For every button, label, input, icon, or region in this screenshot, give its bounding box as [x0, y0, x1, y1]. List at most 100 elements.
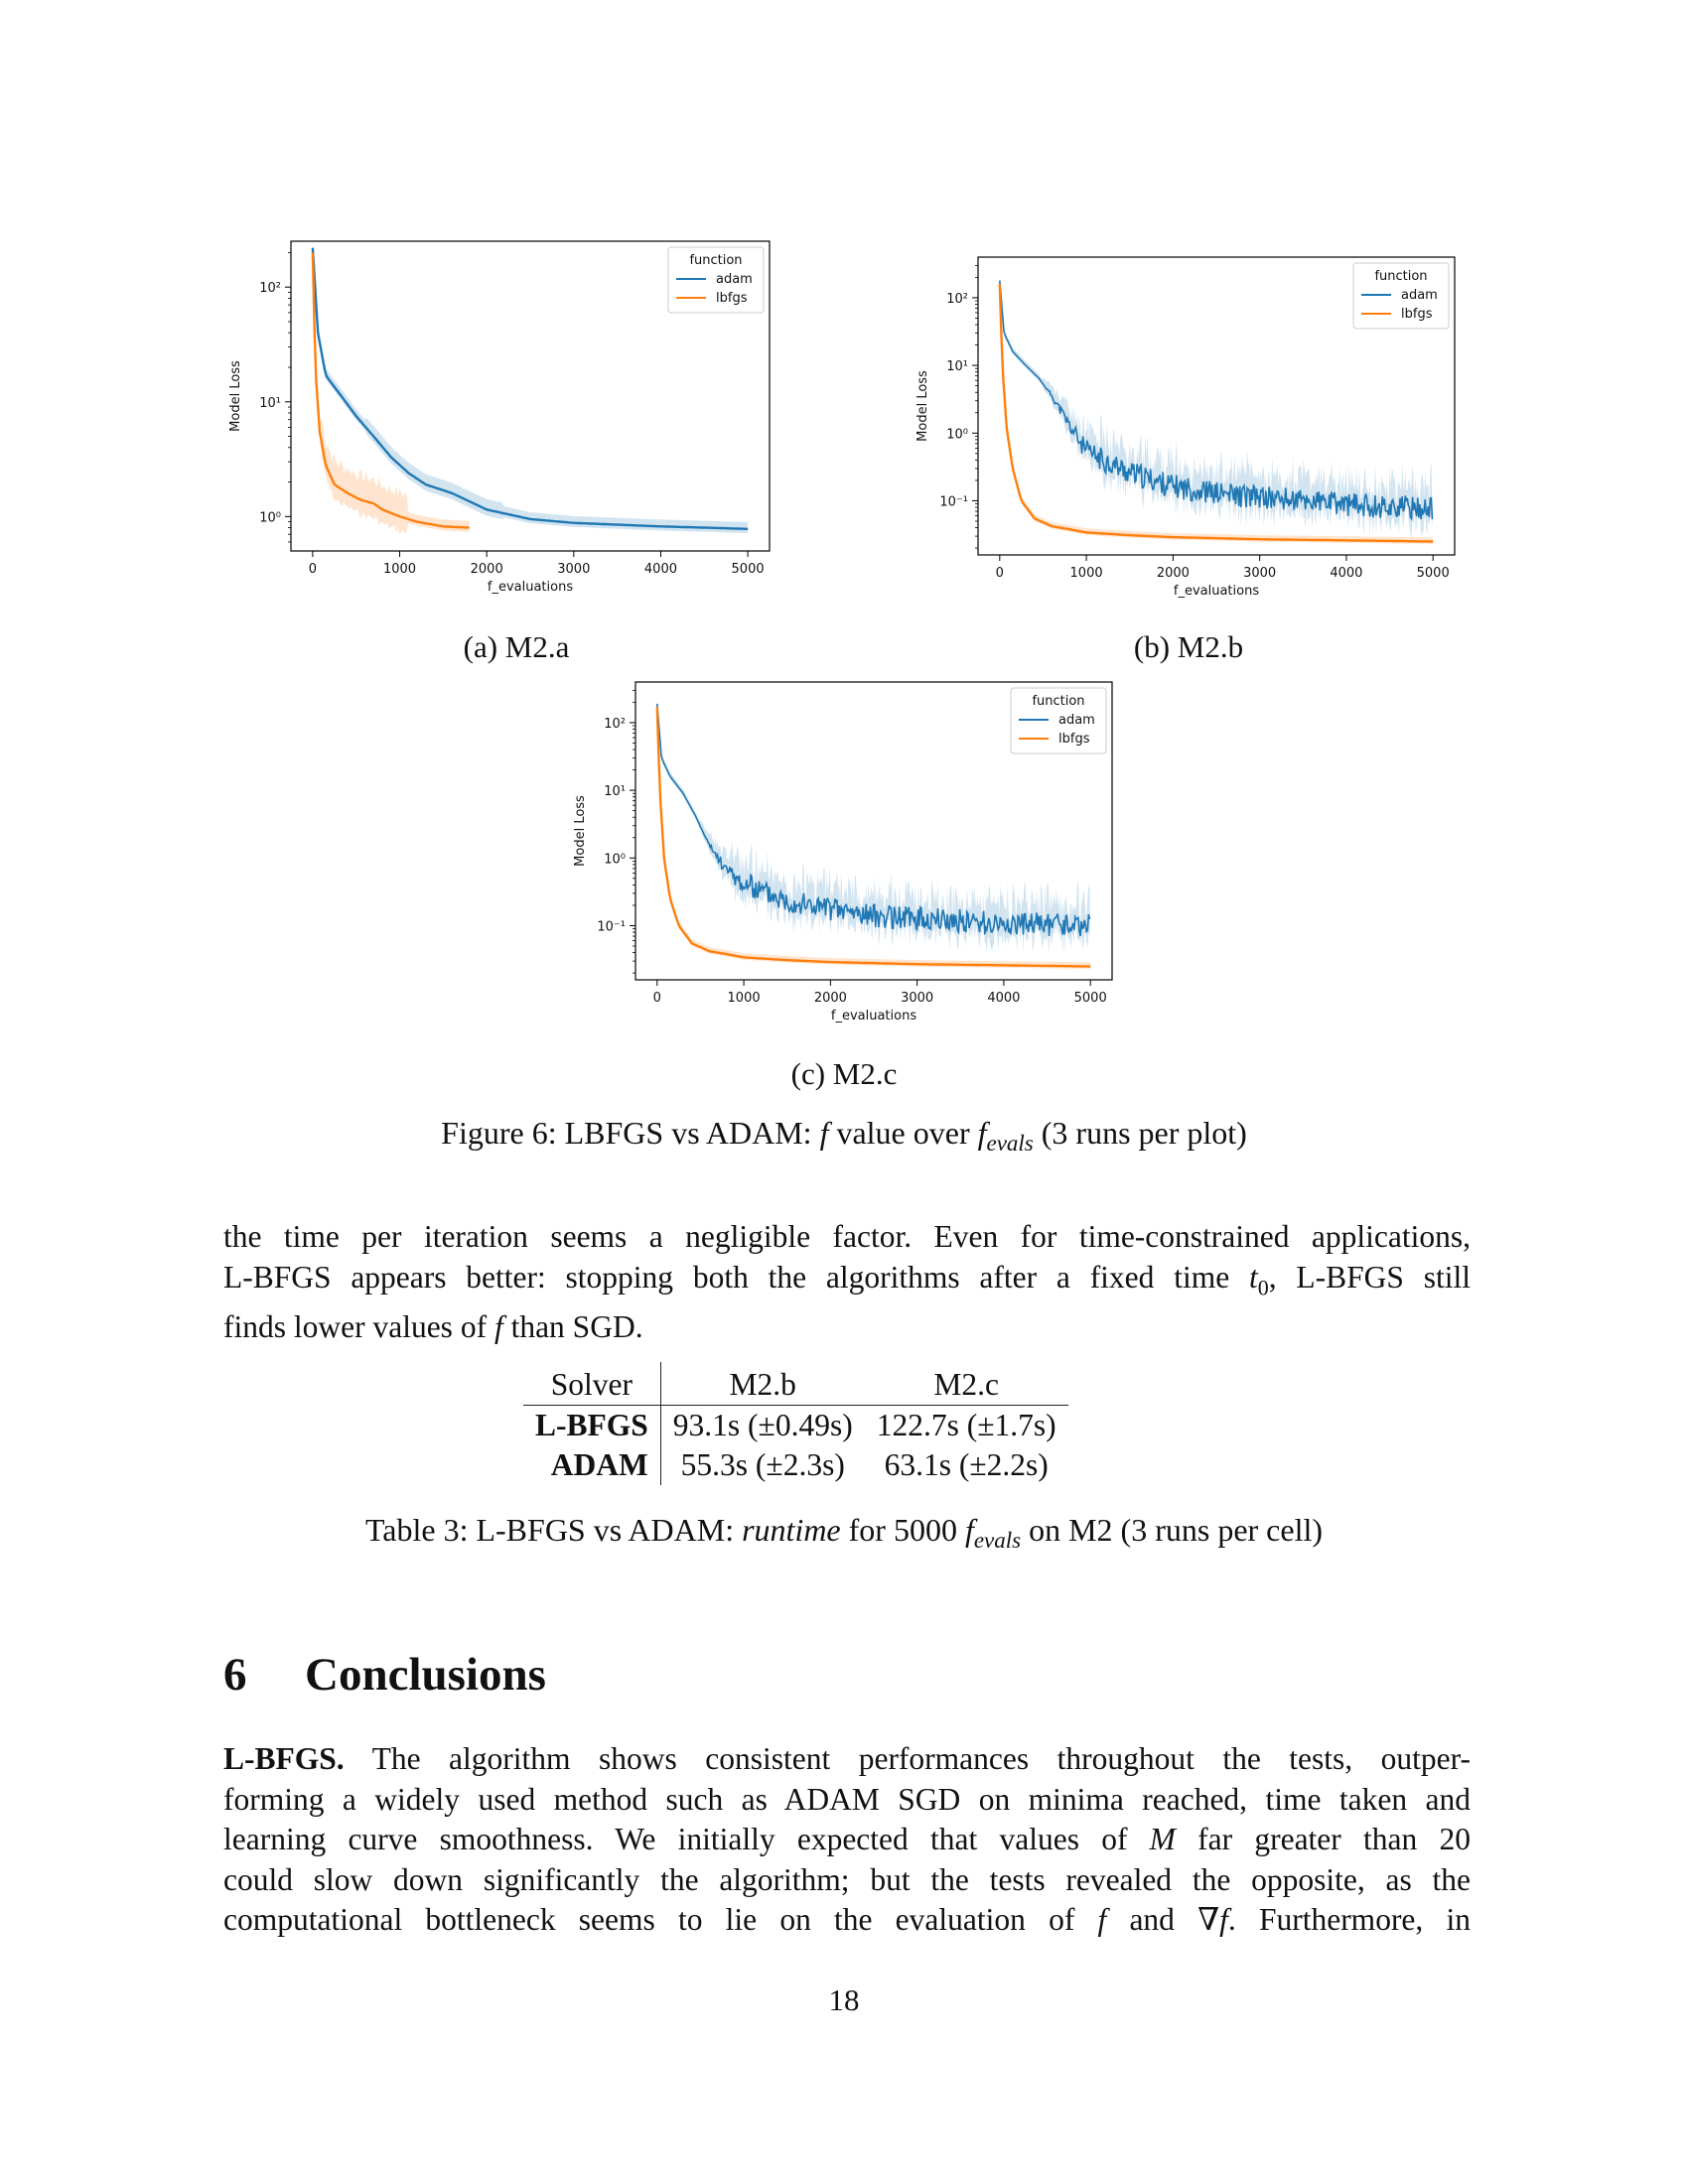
table-cell-solver: L-BFGS [523, 1405, 661, 1445]
para2-line5: computational bottleneck seems to lie on… [223, 1900, 1471, 1941]
y-tick-label: 10⁰ [259, 510, 281, 525]
chart-m2b-svg: 0 1000 2000 3000 4000 5000 f_evaluations 10⁻¹ 10… [915, 256, 1456, 599]
y-tick-label: 10¹ [946, 359, 968, 374]
figure-caption-fsym: f [977, 1115, 987, 1151]
plot-frame [634, 681, 1113, 981]
x-tick-label: 2000 [471, 562, 503, 577]
x-axis-label: f_evaluations [488, 580, 573, 595]
section-heading: 6 Conclusions [223, 1648, 546, 1702]
runtime-table: Solver M2.b M2.c L-BFGS 93.1s (±0.49s) 1… [523, 1362, 1068, 1485]
y-tick-label: 10² [604, 717, 626, 732]
para1-f: f [493, 1309, 503, 1345]
y-axis-label: Model Loss [228, 360, 243, 432]
table-cell: 93.1s (±0.49s) [672, 1408, 853, 1442]
legend-box [1352, 262, 1450, 330]
para2-f2: f [1219, 1902, 1228, 1937]
table-header-row: Solver M2.b M2.c [523, 1362, 1068, 1406]
para2-line5-mid: and ∇ [1106, 1902, 1220, 1937]
legend-label-lbfgs: lbfgs [716, 291, 748, 306]
table-caption-mid: for 5000 [840, 1512, 965, 1548]
y-tick-label: 10⁰ [604, 852, 626, 867]
page-number: 18 [828, 1982, 860, 2017]
figure-caption-suffix: (3 runs per plot) [1033, 1115, 1247, 1151]
x-tick-label: 5000 [732, 562, 765, 577]
legend-label-adam: adam [1401, 288, 1438, 303]
table-caption-prefix: Table 3: L-BFGS vs ADAM: [364, 1512, 743, 1548]
series-adam-line [656, 703, 1091, 937]
legend-title: function [1032, 694, 1084, 709]
x-axis-label: f_evaluations [831, 1009, 916, 1024]
para1-line3: finds lower values of f than SGD. [223, 1307, 1471, 1348]
axes-group: 0 1000 2000 3000 4000 5000 f_evaluations 10⁻¹ 10… [573, 681, 1113, 1024]
series-adam-band [999, 276, 1433, 540]
table-caption: Table 3: L-BFGS vs ADAM: runtime for 500… [0, 1512, 1688, 1555]
chart-m2a: 0 1000 2000 3000 4000 5000 f_evaluations 10⁰ 10¹… [223, 238, 779, 615]
figure-caption-f: f [819, 1115, 829, 1151]
figure-caption-mid: value over [828, 1115, 978, 1151]
legend: function adam lbfgs [1010, 687, 1107, 754]
section-title: Conclusions [305, 1649, 546, 1701]
x-tick-label: 4000 [987, 991, 1020, 1006]
para1-line2-pre: L-BFGS appears better: stopping both the… [223, 1259, 1249, 1295]
x-tick-label: 1000 [728, 991, 761, 1006]
y-tick-label: 10⁻¹ [597, 919, 626, 934]
chart-m2c-svg: 0 1000 2000 3000 4000 5000 f_evaluations 10⁻¹ 10… [573, 681, 1113, 1024]
legend-box [667, 246, 765, 314]
para2-line3-pre: learning curve smoothness. We initially … [223, 1822, 1150, 1856]
legend-label-lbfgs: lbfgs [1401, 307, 1433, 322]
chart-m2a-svg: 0 1000 2000 3000 4000 5000 f_evaluations 10⁰ 10¹… [228, 240, 771, 595]
figure-caption-sub: evals [986, 1131, 1034, 1157]
series-adam-band [656, 699, 1090, 957]
x-tick-label: 5000 [1417, 566, 1450, 581]
para1-t-sub: 0 [1257, 1274, 1269, 1299]
axes-group: 0 1000 2000 3000 4000 5000 f_evaluations 10⁰ 10¹… [228, 240, 771, 595]
para2-line3-post: far greater than 20 [1175, 1822, 1471, 1856]
para2-f: f [1097, 1902, 1107, 1937]
chart-m2b: 0 1000 2000 3000 4000 5000 f_evaluations 10⁻¹ 10… [909, 254, 1465, 612]
subcaption-b: (b) M2.b [1133, 629, 1244, 664]
table-caption-runtime: runtime [742, 1512, 841, 1548]
x-tick-label: 3000 [1243, 566, 1276, 581]
table-caption-suffix: on M2 (3 runs per cell) [1021, 1512, 1324, 1548]
para2-line5-pre: computational bottleneck seems to lie on… [223, 1902, 1098, 1937]
y-tick-label: 10⁻¹ [939, 494, 968, 509]
table-cell-solver: ADAM [523, 1445, 661, 1485]
legend-box [1010, 687, 1107, 754]
y-axis-label: Model Loss [573, 795, 588, 867]
paragraph-runtime: the time per iteration seems a negligibl… [223, 1217, 1471, 1348]
para2-line4: could slow down significantly the algori… [223, 1861, 1471, 1897]
plot-frame [290, 240, 771, 552]
x-tick-label: 0 [653, 991, 661, 1006]
legend-label-adam: adam [716, 272, 753, 287]
x-tick-label: 3000 [557, 562, 590, 577]
table-cell: 122.7s (±1.7s) [876, 1408, 1056, 1442]
x-tick-label: 3000 [901, 991, 933, 1006]
x-tick-label: 1000 [383, 562, 416, 577]
table-caption-sub: evals [973, 1528, 1022, 1554]
y-tick-label: 10¹ [259, 396, 281, 411]
axes-group: 0 1000 2000 3000 4000 5000 f_evaluations 10⁻¹ 10… [915, 256, 1456, 599]
subcaption-c: (c) M2.c [790, 1056, 898, 1091]
para2-lead: L-BFGS. [223, 1741, 345, 1776]
para2-line2: forming a widely used method such as ADA… [223, 1781, 1471, 1817]
para1-line2-post: , L-BFGS still [1268, 1259, 1471, 1295]
table-caption-f: f [964, 1512, 974, 1548]
legend: function adam lbfgs [1352, 262, 1450, 330]
table-header-m2c: M2.c [864, 1362, 1068, 1406]
paragraph-conclusions: L-BFGS. The algorithm shows consistent p… [223, 1739, 1471, 1941]
legend: function adam lbfgs [667, 246, 765, 314]
series-adam-line [311, 247, 749, 530]
table-row: ADAM 55.3s (±2.3s) 63.1s (±2.2s) [523, 1445, 1068, 1485]
table-row: L-BFGS 93.1s (±0.49s) 122.7s (±1.7s) [523, 1405, 1068, 1445]
legend-label-lbfgs: lbfgs [1058, 732, 1090, 747]
para1-line1: the time per iteration seems a negligibl… [223, 1219, 1471, 1254]
x-tick-label: 4000 [1330, 566, 1362, 581]
y-tick-label: 10¹ [604, 784, 626, 799]
legend-title: function [1374, 269, 1427, 284]
x-tick-label: 0 [996, 566, 1004, 581]
para1-line3-pre: finds lower values of [223, 1309, 494, 1345]
para1-line2: L-BFGS appears better: stopping both the… [223, 1258, 1471, 1308]
x-tick-label: 5000 [1074, 991, 1107, 1006]
para1-line3-post: than SGD. [502, 1309, 643, 1345]
figure-caption-prefix: Figure 6: LBFGS vs ADAM: [441, 1115, 820, 1151]
